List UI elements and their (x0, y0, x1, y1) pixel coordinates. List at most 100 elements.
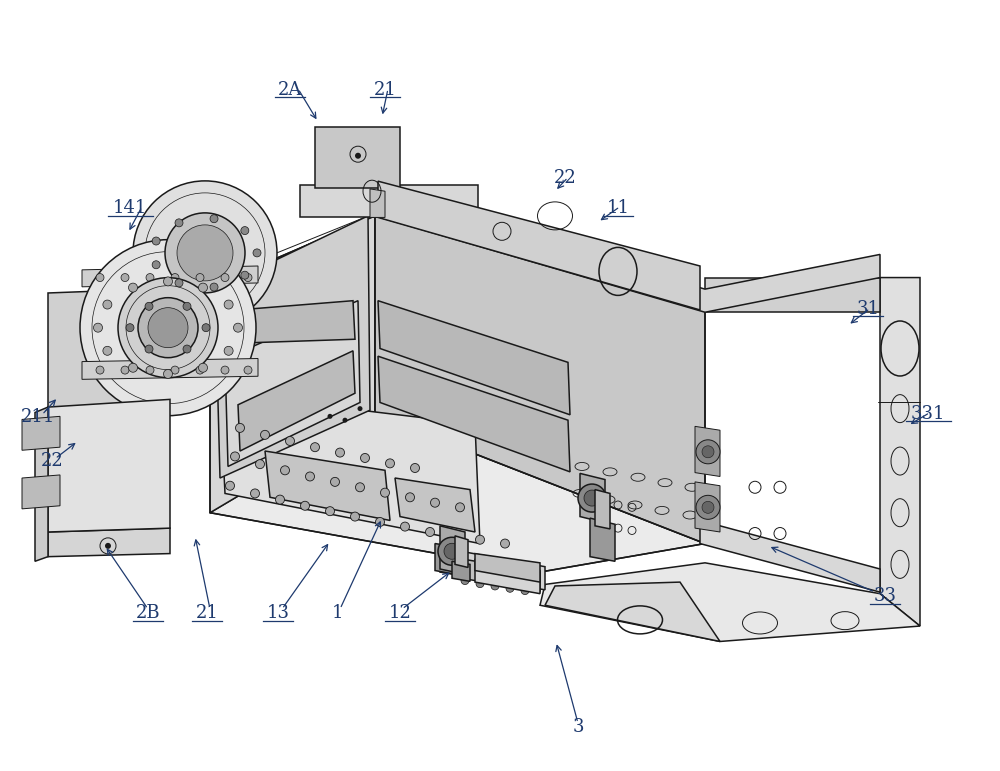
Circle shape (103, 346, 112, 355)
Polygon shape (880, 278, 920, 626)
Circle shape (94, 323, 103, 332)
Circle shape (584, 490, 600, 506)
Circle shape (234, 323, 243, 332)
Circle shape (444, 544, 460, 559)
Polygon shape (455, 536, 468, 567)
Circle shape (578, 484, 606, 512)
Circle shape (221, 366, 229, 374)
Circle shape (696, 439, 720, 464)
Circle shape (175, 279, 183, 287)
Circle shape (241, 227, 249, 234)
Circle shape (241, 271, 249, 279)
Polygon shape (220, 393, 480, 544)
Circle shape (146, 274, 154, 281)
Text: 21: 21 (196, 604, 218, 622)
Text: 33: 33 (874, 588, 896, 605)
Text: 3: 3 (572, 719, 584, 736)
Circle shape (236, 423, 244, 433)
Circle shape (461, 577, 469, 584)
Circle shape (80, 240, 256, 416)
Circle shape (360, 453, 370, 463)
Text: 22: 22 (41, 453, 63, 470)
Polygon shape (705, 278, 880, 312)
Circle shape (145, 302, 153, 310)
Polygon shape (395, 478, 475, 532)
Circle shape (210, 283, 218, 291)
Circle shape (491, 582, 499, 590)
Circle shape (118, 278, 218, 378)
Polygon shape (22, 475, 60, 509)
Circle shape (406, 493, 415, 502)
Polygon shape (300, 185, 478, 217)
Circle shape (438, 537, 466, 565)
Polygon shape (210, 216, 375, 513)
Polygon shape (370, 189, 385, 217)
Circle shape (355, 153, 361, 159)
Circle shape (145, 345, 153, 353)
Polygon shape (265, 451, 390, 520)
Circle shape (430, 498, 440, 507)
Text: 1: 1 (332, 604, 344, 622)
Text: 12: 12 (389, 604, 411, 622)
Circle shape (177, 225, 233, 281)
Circle shape (152, 237, 160, 245)
Polygon shape (695, 482, 720, 532)
Circle shape (96, 366, 104, 374)
Circle shape (164, 277, 173, 286)
Circle shape (183, 302, 191, 310)
Polygon shape (695, 426, 720, 476)
Polygon shape (540, 563, 920, 641)
Circle shape (152, 261, 160, 269)
Circle shape (276, 495, 285, 504)
Circle shape (286, 436, 294, 446)
Circle shape (198, 363, 208, 372)
Text: 211: 211 (21, 408, 55, 426)
Circle shape (376, 517, 384, 527)
Circle shape (336, 448, 344, 457)
Polygon shape (48, 287, 210, 412)
Circle shape (702, 446, 714, 458)
Polygon shape (210, 415, 705, 572)
Text: 11: 11 (606, 200, 630, 217)
Circle shape (310, 443, 320, 452)
Circle shape (300, 501, 310, 510)
Circle shape (476, 580, 484, 588)
Circle shape (280, 466, 290, 475)
Circle shape (358, 406, 362, 411)
Circle shape (121, 366, 129, 374)
Circle shape (506, 584, 514, 592)
Circle shape (164, 369, 173, 379)
Circle shape (198, 283, 208, 292)
Text: 31: 31 (856, 300, 880, 318)
Polygon shape (380, 194, 880, 312)
Text: 22: 22 (554, 169, 576, 187)
Circle shape (328, 414, 332, 419)
Polygon shape (440, 526, 465, 574)
Polygon shape (48, 399, 170, 532)
Circle shape (148, 308, 188, 348)
Circle shape (400, 522, 410, 531)
Circle shape (196, 366, 204, 374)
Circle shape (253, 249, 261, 257)
Polygon shape (435, 544, 460, 575)
Text: 331: 331 (911, 405, 945, 423)
Circle shape (175, 219, 183, 227)
Circle shape (326, 507, 334, 516)
Circle shape (224, 346, 233, 355)
Circle shape (501, 539, 510, 548)
Polygon shape (462, 559, 540, 592)
Circle shape (306, 472, 314, 481)
Circle shape (250, 489, 260, 498)
Circle shape (450, 531, 460, 540)
Circle shape (133, 181, 277, 325)
Text: 2B: 2B (136, 604, 160, 622)
Polygon shape (440, 547, 545, 590)
Circle shape (183, 345, 191, 353)
Polygon shape (215, 216, 370, 478)
Circle shape (356, 483, 364, 492)
Polygon shape (475, 554, 540, 582)
Polygon shape (35, 407, 48, 561)
Circle shape (260, 430, 270, 439)
Circle shape (221, 274, 229, 281)
Circle shape (380, 488, 390, 497)
